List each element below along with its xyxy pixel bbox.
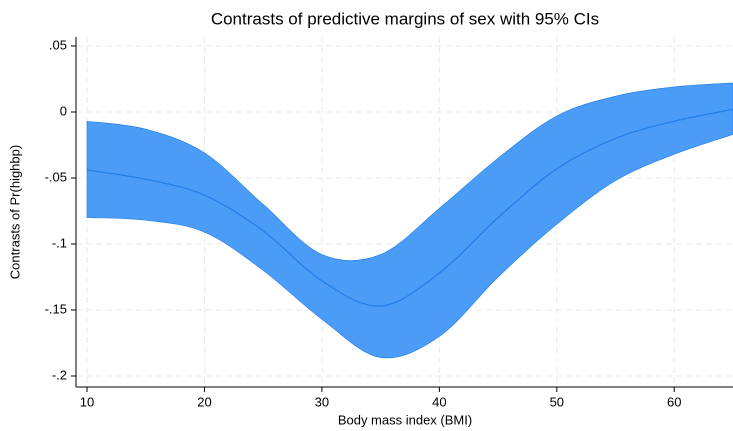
x-tick-label: 20 <box>197 394 211 409</box>
x-tick-label: 10 <box>80 394 94 409</box>
y-tick-label: -.05 <box>45 169 67 184</box>
y-axis-label: Contrasts of Pr(highbp) <box>7 145 22 279</box>
y-tick-label: .05 <box>49 37 67 52</box>
x-tick-label: 40 <box>432 394 446 409</box>
x-tick-label: 50 <box>550 394 564 409</box>
x-tick-label: 30 <box>315 394 329 409</box>
y-tick-label: -.2 <box>52 367 67 382</box>
y-tick-label: -.1 <box>52 235 67 250</box>
y-tick-label: -.15 <box>45 301 67 316</box>
line <box>86 108 733 307</box>
x-axis-label: Body mass index (BMI) <box>338 412 472 427</box>
chart-title: Contrasts of predictive margins of sex w… <box>211 9 599 28</box>
ci-band <box>86 82 733 359</box>
y-tick-label: 0 <box>60 103 67 118</box>
x-tick-label: 60 <box>667 394 681 409</box>
